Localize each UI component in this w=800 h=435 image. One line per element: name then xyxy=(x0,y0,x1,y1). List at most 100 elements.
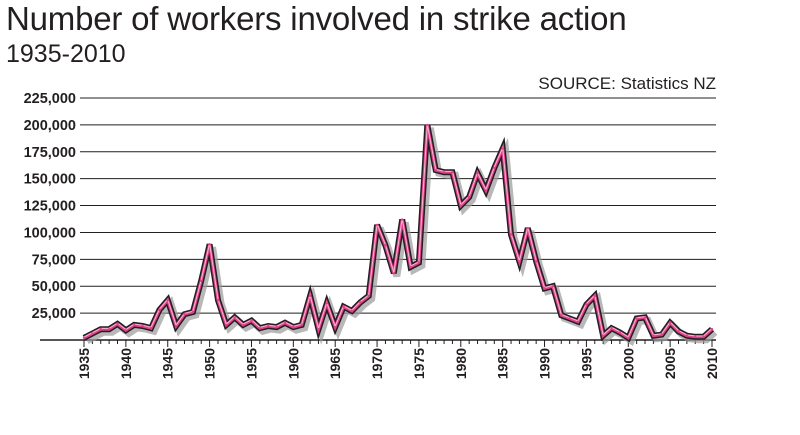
data-point xyxy=(166,299,169,302)
data-point xyxy=(384,244,387,247)
data-point xyxy=(635,317,638,320)
data-point xyxy=(275,325,278,329)
x-tick-label: 1950 xyxy=(202,348,218,379)
series-line-outline xyxy=(82,124,715,343)
x-tick-label: 1980 xyxy=(453,348,469,379)
data-point xyxy=(300,323,303,327)
data-point xyxy=(568,317,571,320)
y-axis-ticks: 25,000 50,000 75,000 100,000 125,000 150,000 1… xyxy=(24,91,76,322)
data-point xyxy=(677,330,680,333)
data-point xyxy=(400,218,404,221)
data-point xyxy=(233,316,236,319)
gridlines xyxy=(80,97,716,314)
data-point xyxy=(133,323,136,327)
x-tick-label: 1940 xyxy=(118,348,134,379)
y-tick-label: 150,000 xyxy=(24,172,76,188)
data-point xyxy=(267,324,270,328)
data-point xyxy=(509,233,513,236)
x-tick-label: 1990 xyxy=(537,348,553,379)
data-point xyxy=(99,328,102,331)
x-tick-label: 1955 xyxy=(243,348,259,379)
data-point xyxy=(342,305,345,308)
data-point xyxy=(702,335,705,338)
source-note: SOURCE: Statistics NZ xyxy=(538,74,716,93)
data-point xyxy=(250,319,253,322)
data-point xyxy=(158,308,161,312)
data-point xyxy=(551,285,555,288)
data-point xyxy=(82,336,86,340)
y-tick-label: 200,000 xyxy=(24,118,76,134)
y-tick-label: 50,000 xyxy=(32,279,76,295)
y-tick-label: 100,000 xyxy=(24,225,76,241)
data-point xyxy=(652,334,655,337)
data-point xyxy=(216,299,220,302)
data-point xyxy=(610,326,613,330)
data-point xyxy=(426,123,429,127)
data-point xyxy=(484,189,488,192)
x-tick-label: 1935 xyxy=(76,348,92,379)
data-point xyxy=(467,195,471,199)
x-tick-label: 1975 xyxy=(411,348,427,379)
data-point xyxy=(392,272,396,275)
data-point xyxy=(141,324,144,328)
data-point xyxy=(668,321,672,324)
x-tick-label: 2000 xyxy=(620,348,636,379)
data-point xyxy=(409,265,412,269)
data-point xyxy=(417,261,421,264)
data-point xyxy=(91,332,94,335)
data-point xyxy=(451,171,454,174)
data-point xyxy=(359,301,362,304)
data-point xyxy=(518,260,521,263)
data-point xyxy=(375,223,379,227)
x-tick-label: 1945 xyxy=(160,348,176,379)
data-point xyxy=(292,325,295,329)
data-point xyxy=(685,334,689,337)
data-point xyxy=(459,204,462,207)
data-point xyxy=(585,303,588,306)
data-point xyxy=(476,172,479,175)
series-line-highlight xyxy=(83,124,713,338)
data-point xyxy=(576,320,580,323)
y-tick-label: 75,000 xyxy=(32,252,76,268)
data-point xyxy=(283,321,287,324)
y-tick-label: 125,000 xyxy=(24,199,76,215)
data-point xyxy=(225,323,228,327)
data-point xyxy=(107,328,111,331)
x-tick-label: 1960 xyxy=(285,348,301,379)
data-point xyxy=(116,322,119,326)
data-point xyxy=(627,336,630,340)
data-point xyxy=(593,294,596,298)
data-point xyxy=(183,312,186,316)
data-point xyxy=(442,171,446,174)
data-point xyxy=(191,310,195,314)
data-point xyxy=(241,323,245,327)
data-point xyxy=(493,166,496,170)
data-point xyxy=(258,326,262,330)
x-tick-label: 1985 xyxy=(495,348,511,379)
x-tick-label: 1995 xyxy=(578,348,594,379)
data-point xyxy=(434,168,437,172)
data-point xyxy=(200,279,203,283)
x-tick-label: 1970 xyxy=(369,348,385,379)
y-tick-label: 225,000 xyxy=(24,91,76,107)
data-point xyxy=(308,294,312,298)
series-line xyxy=(82,123,718,346)
data-point xyxy=(560,314,563,317)
chart-title: Number of workers involved in strike act… xyxy=(6,0,627,37)
data-point xyxy=(534,260,538,263)
data-point xyxy=(643,316,647,319)
chart-subtitle: 1935-2010 xyxy=(6,40,126,68)
data-point xyxy=(526,226,529,230)
x-tick-label: 2010 xyxy=(704,348,720,379)
data-point xyxy=(710,328,714,331)
data-point xyxy=(618,331,622,334)
data-point xyxy=(334,325,337,329)
x-tick-label: 1965 xyxy=(327,348,343,379)
series-line-shadow xyxy=(85,127,718,346)
x-axis: 1935 1940 1945 1950 1955 1960 1965 1970 1975 1980… xyxy=(40,339,720,379)
y-tick-label: 25,000 xyxy=(32,306,76,322)
data-point xyxy=(601,334,605,337)
data-point xyxy=(694,335,697,338)
data-point xyxy=(174,324,178,328)
data-point xyxy=(325,302,329,305)
